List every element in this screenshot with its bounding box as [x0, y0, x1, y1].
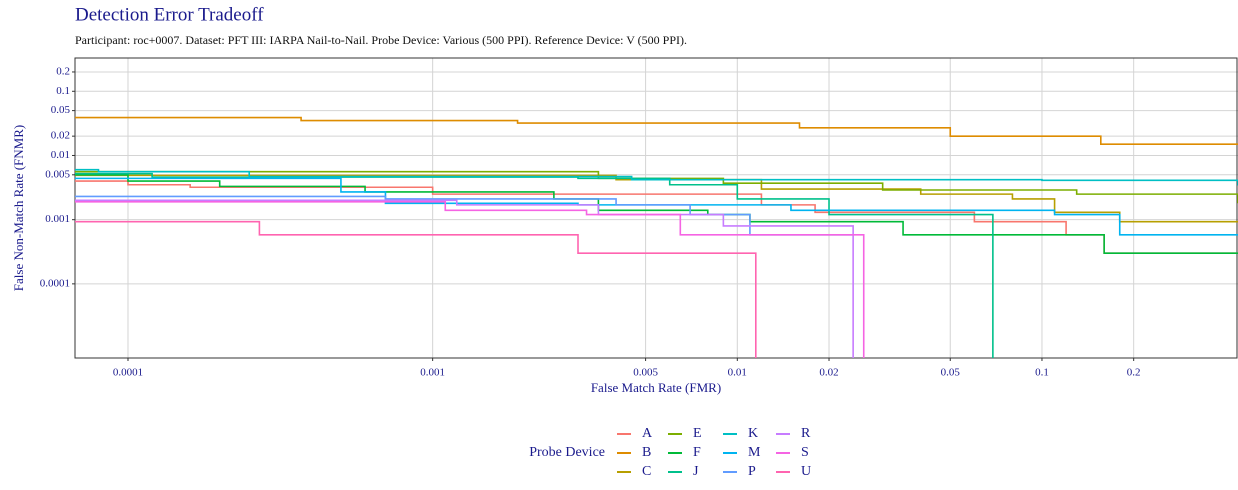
legend-label: F — [693, 445, 701, 460]
chart-title: Detection Error Tradeoff — [75, 4, 264, 25]
y-axis-title: False Non-Match Rate (FNMR) — [11, 125, 26, 291]
legend-label: A — [642, 426, 653, 441]
series-line — [75, 172, 994, 358]
series-line — [75, 195, 854, 236]
legend-label: M — [748, 445, 761, 460]
legend-label: R — [801, 426, 811, 441]
x-tick-label: 0.01 — [728, 367, 747, 379]
series-line — [75, 180, 1238, 255]
legend-label: S — [801, 445, 809, 460]
chart-subtitle: Participant: roc+0007. Dataset: PFT III:… — [75, 33, 687, 47]
y-tick-label: 0.05 — [51, 104, 71, 116]
series-line — [75, 200, 865, 358]
x-tick-label: 0.1 — [1035, 367, 1049, 379]
x-axis-title: False Match Rate (FMR) — [591, 380, 721, 395]
x-tick-label: 0.02 — [819, 367, 838, 379]
plot-frame — [74, 57, 1238, 359]
legend-label: B — [642, 445, 651, 460]
series-line — [75, 168, 1238, 186]
y-tick-label: 0.001 — [45, 213, 70, 225]
y-tick-label: 0.01 — [51, 149, 70, 161]
legend-label: K — [748, 426, 758, 441]
y-tick-label: 0.02 — [51, 130, 70, 142]
legend-title: Probe Device — [529, 445, 605, 460]
x-tick-label: 0.2 — [1127, 367, 1141, 379]
y-tick-label: 0.005 — [45, 168, 70, 180]
legend-label: P — [748, 464, 756, 479]
x-tick-label: 0.05 — [941, 367, 961, 379]
series-line — [75, 199, 854, 358]
y-tick-label: 0.2 — [56, 65, 70, 77]
x-tick-label: 0.005 — [633, 367, 658, 379]
series-line — [75, 116, 1238, 145]
legend-label: U — [801, 464, 811, 479]
legend-label: C — [642, 464, 651, 479]
y-tick-label: 0.0001 — [40, 277, 70, 289]
legend-label: J — [693, 464, 699, 479]
y-tick-label: 0.1 — [56, 85, 70, 97]
legend-label: E — [693, 426, 702, 441]
x-tick-label: 0.0001 — [113, 367, 143, 379]
series-line — [75, 220, 757, 358]
x-tick-label: 0.001 — [420, 367, 445, 379]
